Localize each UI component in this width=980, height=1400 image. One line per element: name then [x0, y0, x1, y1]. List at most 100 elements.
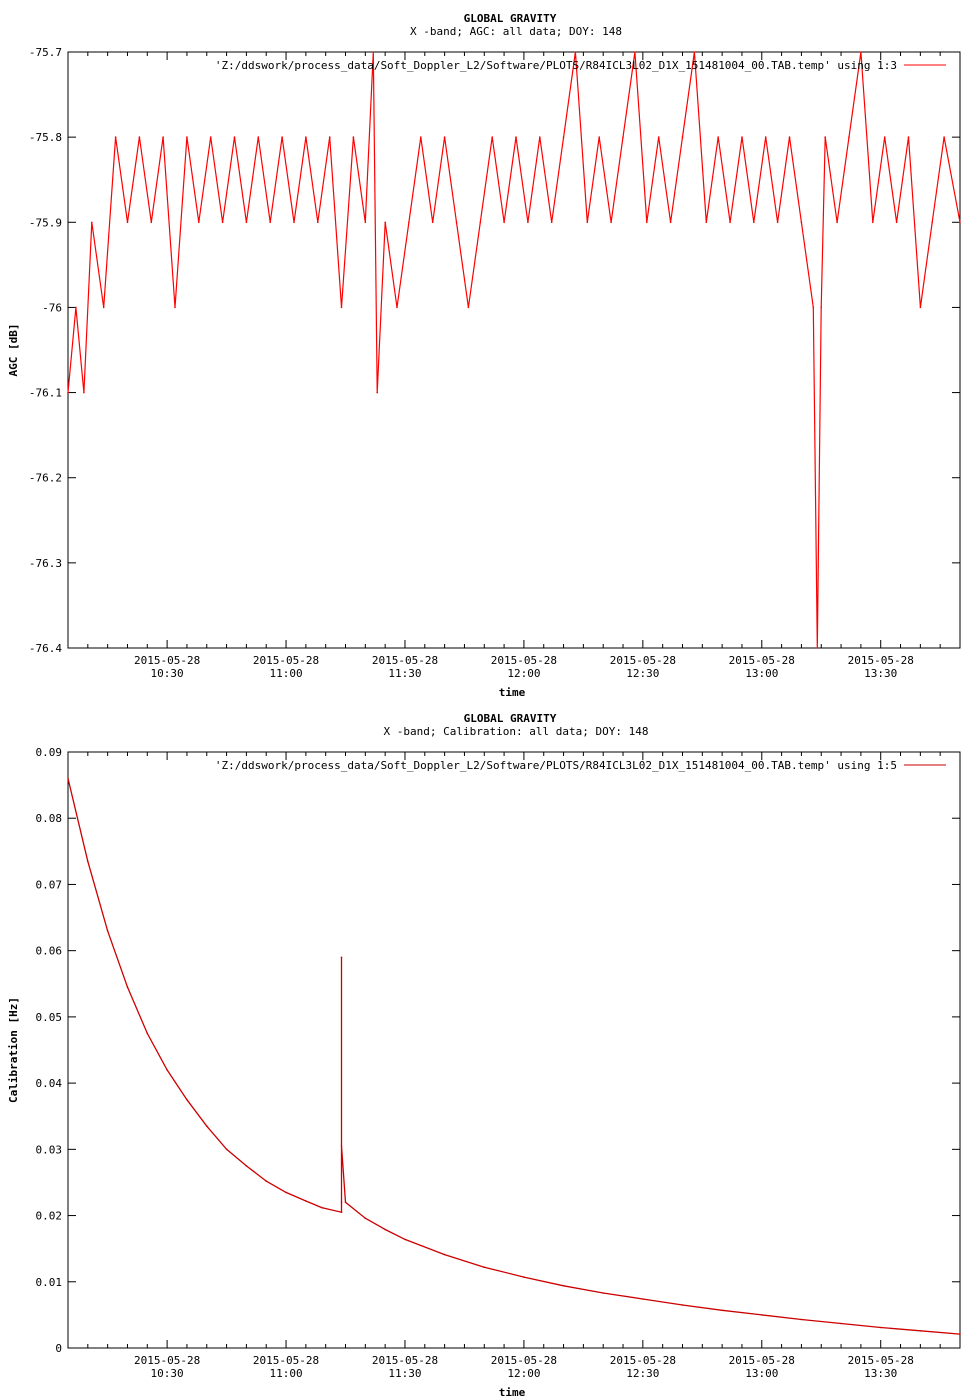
- agc-data-point: [174, 306, 176, 309]
- agc-y-tick-label: -76.2: [29, 472, 62, 485]
- agc-data-point: [376, 391, 379, 394]
- calibration-x-tick-time: 12:30: [626, 1367, 659, 1380]
- agc-x-tick-date: 2015-05-28: [729, 654, 795, 667]
- calibration-chart: GLOBAL GRAVITY X -band; Calibration: all…: [7, 712, 961, 1399]
- agc-data-point: [562, 136, 565, 138]
- calibration-data-point: [265, 1180, 268, 1182]
- agc-data-point: [150, 221, 153, 224]
- agc-data-point: [515, 136, 517, 138]
- calibration-data-point: [800, 1318, 803, 1321]
- agc-data-point: [681, 136, 684, 138]
- calibration-x-tick-date: 2015-05-28: [491, 1354, 557, 1367]
- calibration-data-point: [67, 777, 69, 780]
- calibration-data-point: [206, 1125, 208, 1127]
- agc-data-point: [443, 136, 446, 138]
- agc-data-point: [836, 221, 838, 224]
- calibration-data-point: [443, 1253, 446, 1256]
- agc-x-tick-time: 11:30: [388, 667, 421, 680]
- calibration-data-point: [106, 930, 109, 932]
- calibration-y-tick-label: 0: [55, 1342, 62, 1355]
- agc-data-point: [455, 221, 458, 224]
- agc-data-point: [91, 221, 93, 224]
- calibration-data-point: [602, 1292, 604, 1294]
- agc-data-point: [396, 306, 398, 309]
- agc-x-tick-date: 2015-05-28: [610, 654, 676, 667]
- agc-data-point: [943, 136, 945, 138]
- agc-y-axis: -75.7 -75.8 -75.9 -76 -76.1 -76.2 -76.3 -76.4: [29, 46, 960, 655]
- agc-series-line: [67, 51, 961, 649]
- calibration-y-axis: 0 0.01 0.02 0.03 0.04 0.05 0.06 0.07 0.08 0.09: [36, 746, 960, 1355]
- agc-data-point: [233, 136, 236, 138]
- agc-data-point: [860, 51, 862, 53]
- calibration-data-point: [186, 1098, 188, 1101]
- calibration-data-point: [364, 1217, 367, 1219]
- agc-data-point: [269, 221, 272, 224]
- agc-data-point: [634, 51, 636, 53]
- calibration-data-point: [681, 1304, 684, 1306]
- calibration-data-point: [87, 860, 89, 863]
- agc-data-point: [114, 136, 117, 138]
- calibration-data-point: [340, 1201, 343, 1204]
- agc-x-tick-time: 13:00: [745, 667, 778, 680]
- agc-data-point: [479, 221, 482, 224]
- agc-data-point: [848, 136, 850, 138]
- calibration-data-point: [344, 1201, 347, 1204]
- agc-data-point: [812, 306, 815, 309]
- agc-chart-title: GLOBAL GRAVITY: [464, 12, 557, 25]
- agc-y-tick-label: -75.9: [29, 216, 62, 229]
- agc-data-point: [919, 306, 922, 309]
- calibration-data-point: [245, 1165, 248, 1167]
- calibration-data-point: [642, 1298, 644, 1300]
- calibration-data-point: [721, 1309, 723, 1312]
- calibration-y-tick-label: 0.09: [36, 746, 63, 759]
- agc-data-point: [717, 136, 719, 138]
- agc-data-point: [431, 221, 434, 224]
- agc-data-point: [420, 136, 422, 138]
- agc-legend-label: 'Z:/ddswork/process_data/Soft_Doppler_L2…: [215, 59, 897, 72]
- agc-data-point: [669, 221, 672, 224]
- agc-data-point: [491, 136, 494, 138]
- agc-data-point: [883, 136, 886, 138]
- agc-series-group: [67, 51, 961, 649]
- agc-data-point: [816, 647, 819, 649]
- calibration-y-tick-label: 0.03: [36, 1143, 63, 1156]
- agc-y-tick-label: -75.7: [29, 46, 62, 59]
- agc-data-point: [527, 221, 529, 224]
- calibration-x-axis: 2015-05-2810:302015-05-2811:002015-05-28…: [67, 752, 961, 1380]
- calibration-data-point: [959, 1333, 961, 1335]
- agc-x-tick-date: 2015-05-28: [848, 654, 914, 667]
- agc-x-axis: 2015-05-2810:302015-05-2811:002015-05-28…: [67, 52, 961, 680]
- agc-data-point: [820, 306, 822, 309]
- agc-data-point: [764, 136, 767, 138]
- calibration-x-tick-time: 11:30: [388, 1367, 421, 1380]
- agc-data-point: [209, 136, 212, 138]
- agc-data-point: [75, 306, 77, 309]
- calibration-data-point: [340, 1145, 343, 1147]
- agc-data-point: [281, 136, 283, 138]
- calibration-data-point: [340, 1211, 343, 1213]
- agc-data-point: [598, 136, 600, 138]
- calibration-data-point: [146, 1032, 149, 1035]
- calibration-series-line: [67, 778, 961, 1335]
- agc-data-point: [257, 136, 260, 138]
- agc-data-point: [186, 136, 188, 138]
- agc-y-axis-label: AGC [dB]: [7, 324, 20, 377]
- calibration-x-tick-date: 2015-05-28: [253, 1354, 319, 1367]
- agc-data-point: [729, 221, 731, 224]
- calibration-plot-frame: [67, 751, 961, 1349]
- agc-data-point: [693, 51, 696, 53]
- calibration-series-group: [67, 777, 961, 1335]
- agc-data-point: [317, 221, 319, 224]
- calibration-data-point: [225, 1148, 228, 1151]
- agc-plot-frame: [67, 51, 961, 649]
- agc-data-point: [705, 221, 708, 224]
- agc-data-point: [340, 306, 343, 309]
- calibration-x-tick-date: 2015-05-28: [610, 1354, 676, 1367]
- agc-data-point: [622, 136, 624, 138]
- agc-chart: GLOBAL GRAVITY X -band; AGC: all data; D…: [7, 12, 961, 699]
- calibration-y-tick-label: 0.08: [36, 812, 63, 825]
- agc-data-point: [741, 136, 743, 138]
- agc-data-point: [384, 221, 387, 224]
- agc-data-point: [408, 221, 410, 224]
- agc-x-tick-time: 10:30: [151, 667, 184, 680]
